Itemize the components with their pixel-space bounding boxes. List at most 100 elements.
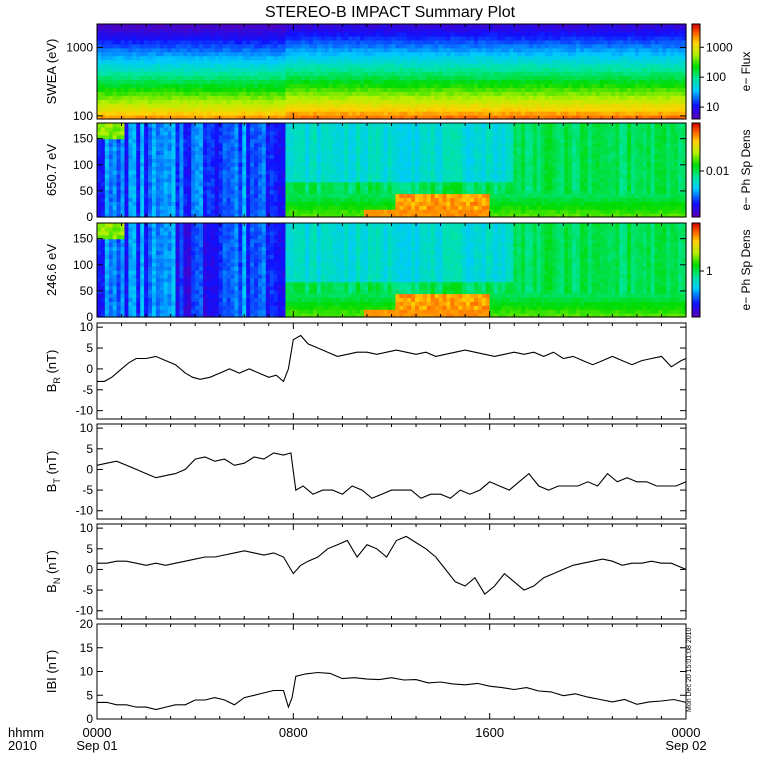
- heatmap-cell: [234, 111, 239, 116]
- heatmap-cell: [179, 123, 184, 128]
- heatmap-cell: [289, 126, 294, 132]
- heatmap-cell: [501, 63, 506, 69]
- heatmap-cell: [301, 181, 306, 187]
- heatmap-cell: [108, 47, 114, 53]
- heatmap-cell: [183, 99, 188, 104]
- heatmap-cell: [159, 31, 165, 37]
- heatmap-cell: [171, 67, 177, 73]
- heatmap-cell: [466, 99, 471, 104]
- heatmap-cell: [100, 123, 106, 128]
- heatmap-cell: [458, 51, 463, 57]
- heatmap-cell: [230, 111, 236, 116]
- heatmap-cell: [175, 123, 181, 128]
- heatmap-cell: [328, 111, 334, 116]
- heatmap-cell: [214, 24, 220, 29]
- heatmap-cell: [140, 209, 145, 214]
- heatmap-cell: [218, 130, 224, 136]
- heatmap-cell: [195, 150, 200, 155]
- heatmap-cell: [124, 134, 130, 140]
- heatmap-cell: [497, 87, 503, 92]
- heatmap-cell: [151, 123, 157, 128]
- heatmap-cell: [242, 51, 247, 57]
- heatmap-cell: [509, 47, 514, 53]
- heatmap-cell: [100, 193, 106, 199]
- heatmap-cell: [261, 103, 267, 108]
- heatmap-cell: [148, 166, 153, 171]
- heatmap-cell: [556, 27, 561, 33]
- heatmap-cell: [273, 95, 279, 100]
- heatmap-cell: [230, 24, 236, 29]
- heatmap-cell: [136, 59, 141, 65]
- heatmap-cell: [120, 95, 126, 100]
- heatmap-cell: [411, 63, 416, 69]
- heatmap-cell: [269, 154, 275, 159]
- heatmap-cell: [155, 79, 161, 84]
- heatmap-cell: [528, 99, 534, 104]
- heatmap-cell: [187, 91, 192, 96]
- heatmap-cell: [289, 75, 294, 81]
- heatmap-cell: [100, 31, 106, 37]
- heatmap-cell: [124, 185, 130, 191]
- heatmap-cell: [403, 59, 408, 65]
- heatmap-cell: [234, 177, 239, 183]
- heatmap-cell: [179, 138, 184, 144]
- heatmap-cell: [301, 59, 306, 65]
- heatmap-cell: [446, 75, 451, 81]
- heatmap-cell: [603, 55, 609, 61]
- heatmap-cell: [179, 35, 184, 41]
- heatmap-cell: [603, 24, 609, 29]
- heatmap-cell: [356, 111, 361, 116]
- heatmap-cell: [265, 115, 271, 120]
- heatmap-cell: [206, 35, 212, 41]
- heatmap-cell: [191, 150, 196, 155]
- heatmap-cell: [328, 43, 334, 49]
- heatmap-cell: [210, 197, 216, 202]
- heatmap-cell: [285, 35, 291, 41]
- heatmap-cell: [269, 24, 275, 29]
- heatmap-cell: [682, 24, 687, 29]
- heatmap-cell: [104, 138, 110, 144]
- heatmap-cell: [442, 99, 448, 104]
- heatmap-cell: [418, 103, 424, 108]
- heatmap-cell: [136, 166, 141, 171]
- heatmap-cell: [97, 205, 102, 210]
- heatmap-cell: [320, 31, 326, 37]
- heatmap-cell: [615, 71, 620, 77]
- heatmap-cell: [662, 107, 667, 112]
- heatmap-cell: [155, 47, 161, 53]
- heatmap-cell: [112, 166, 118, 171]
- heatmap-cell: [97, 209, 102, 214]
- heatmap-cell: [316, 24, 322, 29]
- heatmap-cell: [226, 103, 232, 108]
- heatmap-cell: [257, 138, 263, 144]
- heatmap-cell: [411, 115, 416, 120]
- heatmap-cell: [175, 142, 181, 148]
- heatmap-cell: [599, 79, 605, 84]
- heatmap-cell: [301, 35, 306, 41]
- heatmap-cell: [289, 173, 294, 179]
- heatmap-cell: [352, 24, 357, 29]
- heatmap-cell: [175, 181, 181, 187]
- heatmap-cell: [638, 67, 644, 73]
- heatmap-cell: [151, 201, 157, 206]
- heatmap-cell: [250, 95, 255, 100]
- heatmap-cell: [509, 55, 514, 61]
- heatmap-cell: [206, 123, 212, 128]
- heatmap-cell: [159, 95, 165, 100]
- heatmap-cell: [638, 83, 644, 88]
- heatmap-cell: [305, 197, 310, 202]
- heatmap-cell: [462, 27, 467, 33]
- heatmap-cell: [108, 134, 114, 140]
- heatmap-cell: [179, 51, 184, 57]
- heatmap-cell: [528, 111, 534, 116]
- heatmap-cell: [297, 177, 302, 183]
- heatmap-cell: [179, 134, 184, 140]
- heatmap-cell: [312, 99, 318, 104]
- heatmap-cell: [367, 107, 373, 112]
- heatmap-cell: [293, 146, 298, 152]
- heatmap-cell: [144, 35, 149, 41]
- heatmap-cell: [434, 35, 440, 41]
- heatmap-cell: [371, 115, 377, 120]
- heatmap-cell: [104, 177, 110, 183]
- heatmap-cell: [265, 134, 271, 140]
